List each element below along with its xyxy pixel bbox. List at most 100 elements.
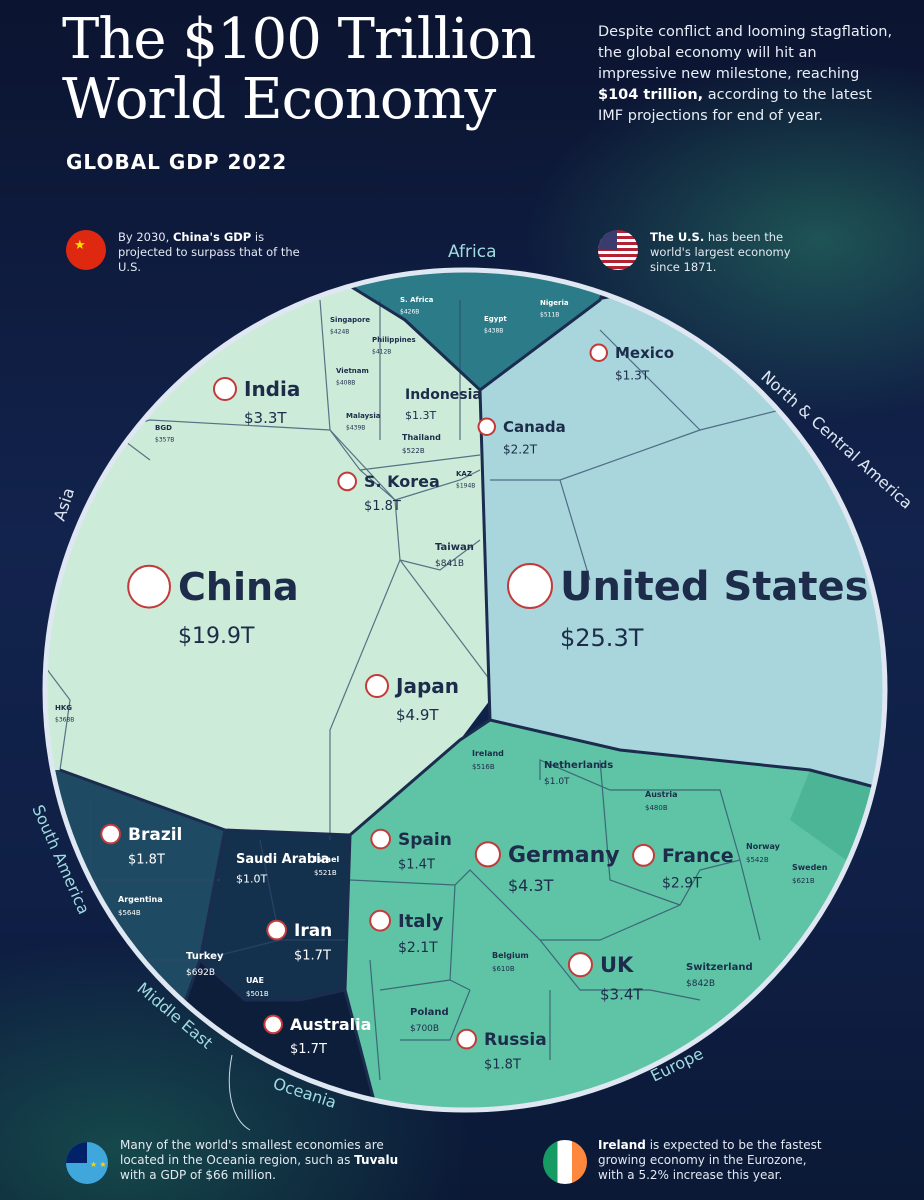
country-value-sweden: $621B bbox=[792, 877, 815, 885]
china-flag-icon: ★ bbox=[66, 230, 106, 270]
country-label-japan: Japan bbox=[394, 674, 459, 698]
country-value-brazil: $1.8T bbox=[128, 853, 165, 868]
country-value-belgium: $610B bbox=[492, 965, 515, 973]
flag-icon-australia bbox=[263, 1014, 284, 1035]
country-value-switzerland: $842B bbox=[686, 979, 715, 989]
us-note-highlight: The U.S. bbox=[650, 230, 705, 244]
country-label-kaz: KAZ bbox=[456, 470, 472, 478]
oceania-note-connector bbox=[228, 1054, 251, 1131]
flag-icon-russia bbox=[456, 1028, 477, 1050]
country-label-uae: UAE bbox=[246, 976, 264, 985]
country-label-singapore: Singapore bbox=[330, 316, 370, 324]
country-label-india: India bbox=[244, 377, 300, 401]
country-label-sweden: Sweden bbox=[792, 863, 828, 872]
country-value-bgd: $357B bbox=[155, 437, 174, 444]
oceania-note-highlight: Tuvalu bbox=[354, 1153, 399, 1167]
us-note-text: has been the world's largest economy sin… bbox=[650, 230, 791, 274]
intro-text: Despite conflict and looming stagflation… bbox=[598, 22, 898, 127]
country-value-singapore: $424B bbox=[330, 329, 349, 336]
intro-text-total: $104 trillion, bbox=[598, 87, 704, 103]
page-subtitle: GLOBAL GDP 2022 bbox=[66, 150, 288, 174]
flag-icon-iran bbox=[266, 919, 287, 941]
country-value-iran: $1.7T bbox=[294, 949, 331, 964]
us-flag-icon bbox=[598, 230, 638, 270]
country-value-united-states: $25.3T bbox=[560, 624, 644, 652]
country-value-s-africa: $426B bbox=[400, 309, 419, 316]
intro-text-start: Despite conflict and looming stagflation… bbox=[598, 24, 893, 82]
country-label-united-states: United States bbox=[560, 564, 868, 610]
country-label-poland: Poland bbox=[410, 1007, 449, 1018]
us-note: The U.S. has been the world's largest ec… bbox=[650, 230, 810, 275]
country-value-vietnam: $408B bbox=[336, 380, 355, 387]
country-value-s-korea: $1.8T bbox=[364, 499, 401, 514]
china-note-start: By 2030, bbox=[118, 230, 173, 244]
country-label-turkey: Turkey bbox=[186, 951, 224, 962]
country-label-philippines: Philippines bbox=[372, 336, 416, 344]
country-value-japan: $4.9T bbox=[396, 706, 439, 724]
oceania-note-end: with a GDP of $66 million. bbox=[120, 1168, 276, 1182]
country-label-israel: Israel bbox=[314, 855, 340, 864]
country-value-france: $2.9T bbox=[662, 876, 702, 892]
flag-icon-mexico bbox=[589, 343, 608, 362]
flag-icon-brazil bbox=[100, 823, 122, 845]
country-label-russia: Russia bbox=[484, 1030, 547, 1050]
china-note-end: is projected to surpass that of the U.S. bbox=[118, 230, 300, 274]
country-value-ireland: $516B bbox=[472, 763, 495, 771]
country-label-ireland: Ireland bbox=[472, 749, 504, 758]
ireland-note-text: is expected to be the fastest growing ec… bbox=[598, 1138, 822, 1182]
country-label-vietnam: Vietnam bbox=[336, 367, 369, 375]
country-value-egypt: $438B bbox=[484, 328, 503, 335]
country-value-austria: $480B bbox=[645, 804, 668, 812]
country-label-nigeria: Nigeria bbox=[540, 299, 569, 307]
flag-icon-united-states bbox=[507, 563, 553, 609]
country-label-uk: UK bbox=[600, 953, 634, 977]
country-value-thailand: $522B bbox=[402, 447, 425, 455]
flag-icon-canada bbox=[477, 417, 496, 436]
country-value-turkey: $692B bbox=[186, 968, 215, 978]
country-value-indonesia: $1.3T bbox=[405, 409, 436, 422]
region-label-asia: Asia bbox=[50, 485, 78, 523]
country-label-australia: Australia bbox=[290, 1015, 371, 1034]
country-label-mexico: Mexico bbox=[615, 344, 674, 362]
country-label-canada: Canada bbox=[503, 418, 566, 436]
country-value-norway: $542B bbox=[746, 856, 769, 864]
intro-text-end: according to the latest IMF projections … bbox=[598, 87, 872, 124]
oceania-note: Many of the world's smallest economies a… bbox=[120, 1138, 400, 1183]
country-value-australia: $1.7T bbox=[290, 1042, 327, 1057]
country-label-bgd: BGD bbox=[155, 424, 172, 432]
oceania-note-start: Many of the world's smallest economies a… bbox=[120, 1138, 384, 1167]
country-value-uae: $501B bbox=[246, 990, 269, 998]
country-label-switzerland: Switzerland bbox=[686, 962, 753, 973]
country-value-hkg: $368B bbox=[55, 717, 74, 724]
country-value-saudi-arabia: $1.0T bbox=[236, 873, 267, 886]
china-note-highlight: China's GDP bbox=[172, 230, 252, 244]
china-note: By 2030, China's GDP is projected to sur… bbox=[118, 230, 318, 275]
country-value-uk: $3.4T bbox=[600, 986, 643, 1004]
country-label-spain: Spain bbox=[398, 830, 452, 850]
country-label-netherlands: Netherlands bbox=[544, 760, 613, 771]
country-value-india: $3.3T bbox=[244, 409, 287, 427]
country-value-argentina: $564B bbox=[118, 909, 141, 917]
country-value-italy: $2.1T bbox=[398, 940, 438, 956]
country-label-austria: Austria bbox=[645, 790, 678, 799]
flag-icon-germany bbox=[474, 841, 501, 868]
country-label-belgium: Belgium bbox=[492, 951, 529, 960]
country-value-netherlands: $1.0T bbox=[544, 777, 570, 787]
country-label-norway: Norway bbox=[746, 842, 781, 851]
flag-icon-india bbox=[213, 377, 237, 401]
country-label-s-korea: S. Korea bbox=[364, 472, 440, 491]
country-labels: United States $25.3T China $19.9T Japan $4.9T… bbox=[55, 296, 868, 1073]
ireland-note-highlight: Ireland bbox=[598, 1138, 646, 1152]
flag-icon-s-korea bbox=[337, 471, 358, 492]
country-value-kaz: $194B bbox=[456, 483, 475, 490]
country-value-nigeria: $511B bbox=[540, 312, 559, 319]
country-label-germany: Germany bbox=[508, 843, 620, 868]
country-label-brazil: Brazil bbox=[128, 825, 182, 845]
region-label-africa: Africa bbox=[448, 242, 497, 262]
country-value-china: $19.9T bbox=[178, 624, 255, 649]
country-value-israel: $521B bbox=[314, 869, 337, 877]
country-label-thailand: Thailand bbox=[402, 433, 441, 442]
country-label-hkg: HKG bbox=[55, 704, 72, 712]
